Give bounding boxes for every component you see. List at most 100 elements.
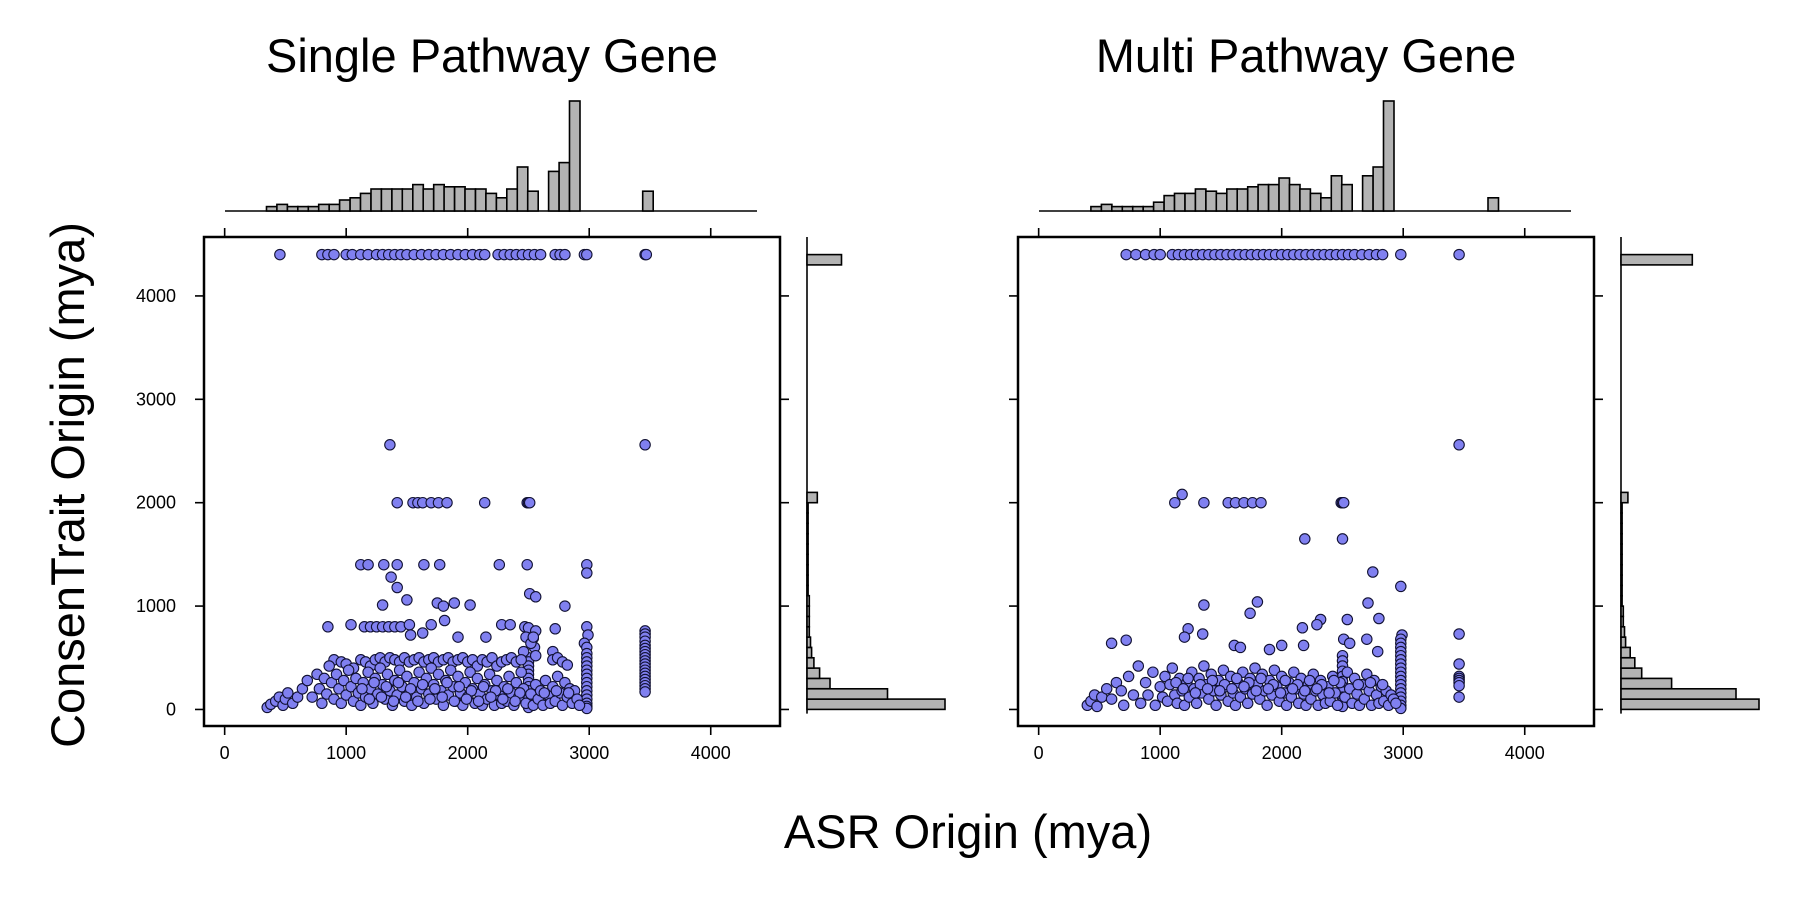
data-point (1117, 699, 1130, 712)
data-point (1196, 628, 1209, 640)
data-point (401, 594, 413, 606)
data-point (1244, 607, 1256, 620)
data-point (485, 691, 497, 703)
hist-bar (1620, 584, 1623, 597)
data-point (335, 697, 348, 710)
data-point (391, 496, 403, 509)
hist-bar (443, 186, 456, 212)
data-point (441, 676, 453, 689)
x-tick-label: 1000 (1140, 743, 1180, 763)
hist-bar (806, 687, 889, 700)
data-point (1149, 699, 1162, 712)
hist-bar (265, 205, 278, 212)
data-point (1255, 672, 1267, 685)
data-point (1453, 628, 1465, 640)
data-point (1190, 697, 1203, 710)
data-point (529, 591, 542, 603)
data-point (503, 670, 515, 683)
data-point (374, 662, 386, 674)
data-point (345, 680, 357, 693)
data-point (432, 668, 445, 681)
hist-bar (1620, 656, 1636, 669)
data-point (1178, 631, 1191, 643)
hist-bar (806, 615, 811, 628)
plot-frame (202, 235, 782, 728)
data-point (1390, 697, 1402, 710)
data-point (1358, 693, 1371, 705)
data-point (437, 600, 450, 612)
hist-bar (806, 574, 809, 587)
data-point (1189, 687, 1202, 699)
hist-bar (359, 192, 372, 212)
data-point (381, 668, 394, 681)
data-point (1376, 248, 1389, 261)
data-point (1251, 596, 1264, 608)
data-point (559, 600, 571, 612)
data-point (1279, 674, 1292, 687)
data-point (538, 687, 551, 699)
panel-1: Single Pathway Gene 0 1000 2000 3000 4000 0 100… (136, 29, 946, 763)
hist-bar (286, 205, 299, 212)
data-point (1371, 645, 1384, 658)
data-point (1255, 496, 1267, 509)
hist-bar (401, 188, 414, 212)
x-tick-label: 1000 (326, 743, 366, 763)
hist-bar (1163, 194, 1176, 212)
data-point (559, 248, 571, 261)
data-point (581, 248, 593, 261)
data-point (403, 618, 416, 631)
hist-bar (1620, 687, 1737, 700)
hist-bar (505, 188, 519, 212)
hist-bar (1620, 667, 1643, 680)
data-point (416, 678, 429, 691)
data-point (330, 668, 343, 681)
data-point (378, 558, 390, 571)
hist-bar (1620, 491, 1629, 504)
hist-bar (1620, 615, 1625, 628)
data-point (380, 680, 393, 693)
data-point (549, 623, 561, 635)
data-point (399, 691, 412, 703)
data-point (1299, 685, 1311, 697)
hist-bar (1340, 183, 1353, 212)
x-tick-label: 0 (1034, 743, 1044, 763)
data-point (452, 631, 464, 643)
data-point (375, 691, 388, 703)
marginal-x-histogram (225, 100, 757, 212)
hist-bar (806, 605, 811, 618)
data-point (404, 629, 417, 641)
data-point (1303, 674, 1316, 687)
data-point (274, 248, 286, 261)
data-point (296, 683, 309, 695)
hist-bar (1620, 512, 1623, 525)
data-point (464, 599, 476, 611)
data-point (385, 571, 397, 583)
x-axis-title: ASR Origin (mya) (784, 805, 1152, 858)
data-point (1331, 699, 1344, 712)
data-point (1395, 248, 1407, 261)
hist-bar (1487, 197, 1500, 212)
y-tick-label: 0 (166, 699, 176, 719)
data-point (448, 597, 461, 609)
hist-bar (641, 190, 655, 212)
hist-bar (1142, 205, 1155, 212)
hist-bar (806, 553, 809, 566)
data-point (1311, 618, 1323, 631)
hist-bar (1100, 203, 1113, 212)
data-point (581, 567, 593, 579)
data-point (425, 618, 437, 631)
data-point (384, 439, 396, 451)
data-point (1343, 637, 1356, 650)
data-point (1182, 672, 1194, 685)
x-tick-label: 4000 (1505, 743, 1545, 763)
data-point (391, 558, 403, 571)
data-point (392, 676, 405, 689)
hist-bar (317, 203, 331, 212)
data-point (483, 668, 496, 681)
hist-bar (806, 594, 811, 607)
hist-bar (1288, 183, 1301, 212)
data-point (322, 621, 334, 633)
y-tick-label: 2000 (136, 493, 176, 513)
x-tick-label: 3000 (1383, 743, 1423, 763)
data-point (391, 581, 403, 594)
